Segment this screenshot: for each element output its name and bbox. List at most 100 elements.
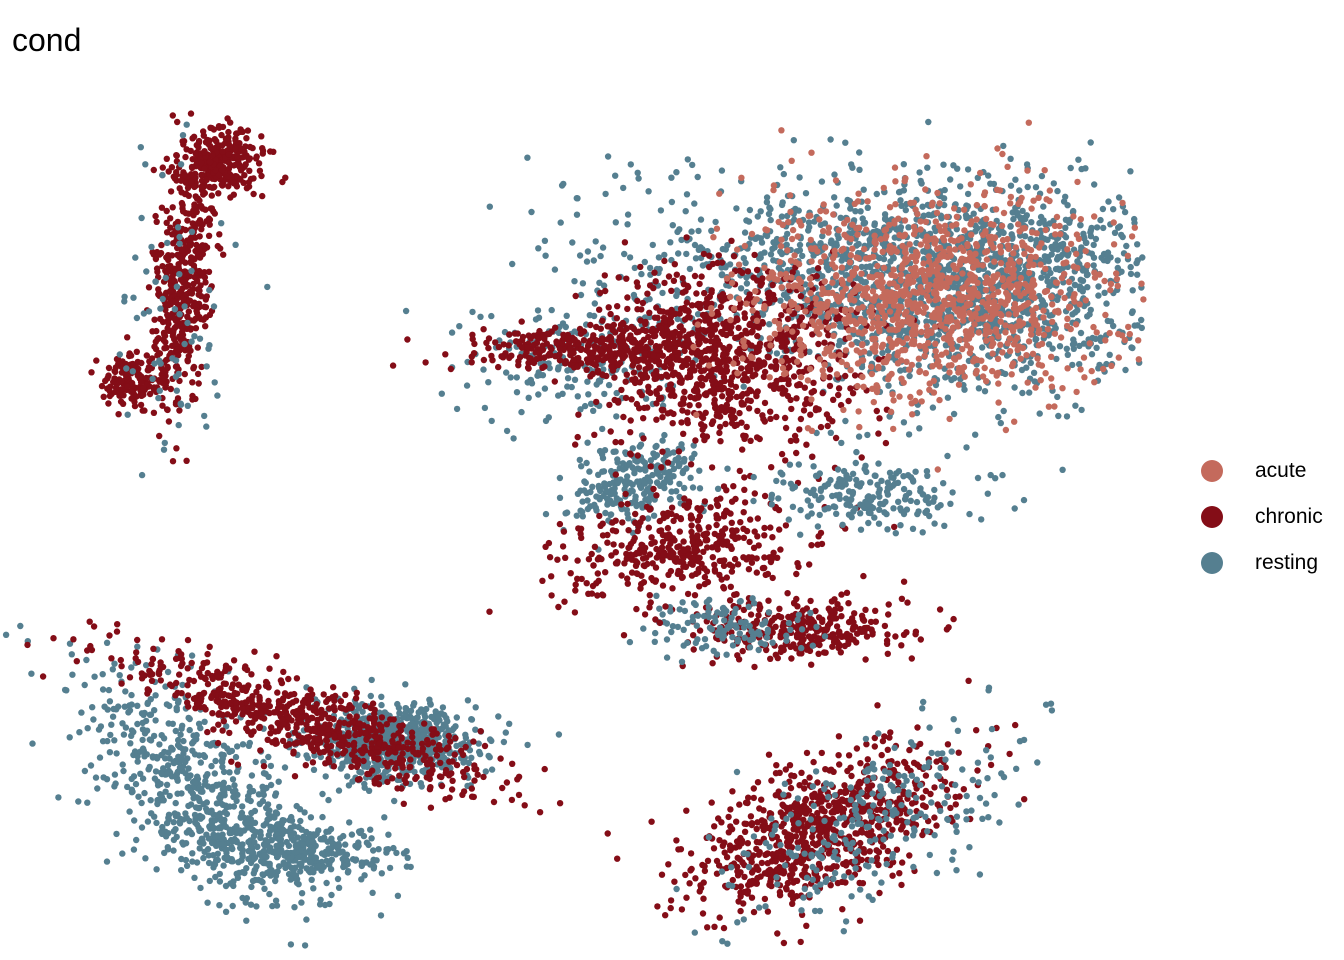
point-resting (345, 782, 353, 789)
point-resting (413, 715, 420, 722)
point-resting (381, 814, 388, 821)
point-resting (249, 849, 257, 856)
point-resting (745, 603, 752, 610)
point-resting (116, 672, 123, 679)
point-resting (869, 896, 876, 903)
point-resting (886, 761, 894, 769)
point-resting (104, 737, 111, 745)
point-resting (160, 446, 168, 453)
point-resting (164, 846, 172, 853)
point-chronic (24, 641, 31, 649)
point-resting (249, 877, 257, 885)
point-chronic (765, 751, 773, 758)
point-chronic (128, 379, 136, 387)
point-resting (676, 606, 683, 613)
point-chronic (987, 761, 995, 769)
point-resting (465, 759, 472, 767)
point-resting (428, 713, 435, 721)
point-resting (642, 395, 650, 402)
point-resting (218, 840, 226, 847)
point-resting (718, 868, 726, 875)
point-resting (276, 803, 283, 811)
point-chronic (266, 709, 273, 717)
point-chronic (278, 679, 286, 687)
point-chronic (113, 384, 120, 392)
point-resting (887, 832, 894, 839)
point-resting (468, 754, 475, 761)
point-resting (1034, 759, 1041, 766)
point-chronic (137, 401, 145, 409)
point-chronic (409, 733, 416, 741)
point-resting (423, 705, 430, 713)
point-resting (184, 784, 191, 791)
point-resting (197, 884, 204, 892)
point-resting (807, 816, 814, 823)
point-resting (812, 884, 819, 891)
point-chronic (178, 256, 186, 263)
point-resting (926, 851, 933, 859)
point-chronic (841, 821, 848, 829)
point-chronic (218, 166, 226, 174)
point-resting (590, 407, 597, 414)
point-chronic (155, 286, 162, 293)
point-resting (769, 639, 776, 646)
point-resting (271, 814, 278, 821)
point-resting (177, 400, 184, 407)
point-resting (318, 836, 325, 843)
point-chronic (470, 738, 477, 745)
point-chronic (822, 766, 829, 773)
point-chronic (159, 367, 167, 374)
point-resting (905, 789, 912, 796)
point-chronic (206, 216, 214, 223)
point-chronic (798, 808, 806, 815)
point-resting (224, 854, 231, 861)
point-chronic (736, 801, 743, 808)
point-chronic (403, 772, 410, 779)
point-resting (879, 775, 887, 782)
point-resting (830, 832, 838, 840)
point-resting (885, 799, 893, 807)
point-chronic (163, 229, 171, 236)
point-chronic (815, 650, 822, 657)
point-resting (298, 899, 305, 906)
point-chronic (200, 660, 207, 667)
point-chronic (298, 719, 305, 726)
point-resting (84, 799, 91, 806)
point-chronic (914, 724, 921, 731)
point-resting (143, 662, 150, 669)
point-chronic (190, 363, 198, 371)
point-resting (756, 631, 763, 638)
point-resting (191, 333, 198, 340)
point-chronic (741, 828, 749, 835)
point-chronic (397, 754, 404, 761)
point-resting (160, 765, 167, 772)
point-resting (292, 843, 300, 850)
point-resting (119, 761, 126, 768)
point-chronic (827, 608, 834, 615)
point-resting (339, 763, 346, 770)
point-resting (226, 826, 233, 833)
point-chronic (210, 145, 217, 152)
point-resting (659, 611, 666, 618)
point-resting (152, 768, 160, 775)
point-chronic (683, 894, 690, 901)
point-resting (139, 775, 147, 782)
point-chronic (885, 611, 892, 618)
point-chronic (892, 633, 899, 640)
point-chronic (378, 714, 386, 721)
point-resting (711, 614, 718, 621)
point-chronic (233, 130, 241, 137)
point-chronic (224, 173, 232, 180)
point-resting (891, 744, 898, 752)
point-chronic (351, 747, 358, 754)
point-chronic (204, 669, 211, 677)
point-resting (798, 644, 805, 652)
point-resting (395, 704, 403, 712)
point-resting (174, 790, 181, 797)
point-resting (164, 762, 172, 769)
point-chronic (151, 316, 158, 323)
point-resting (292, 872, 300, 879)
point-chronic (241, 153, 248, 160)
point-resting (375, 846, 382, 853)
point-resting (840, 928, 847, 935)
